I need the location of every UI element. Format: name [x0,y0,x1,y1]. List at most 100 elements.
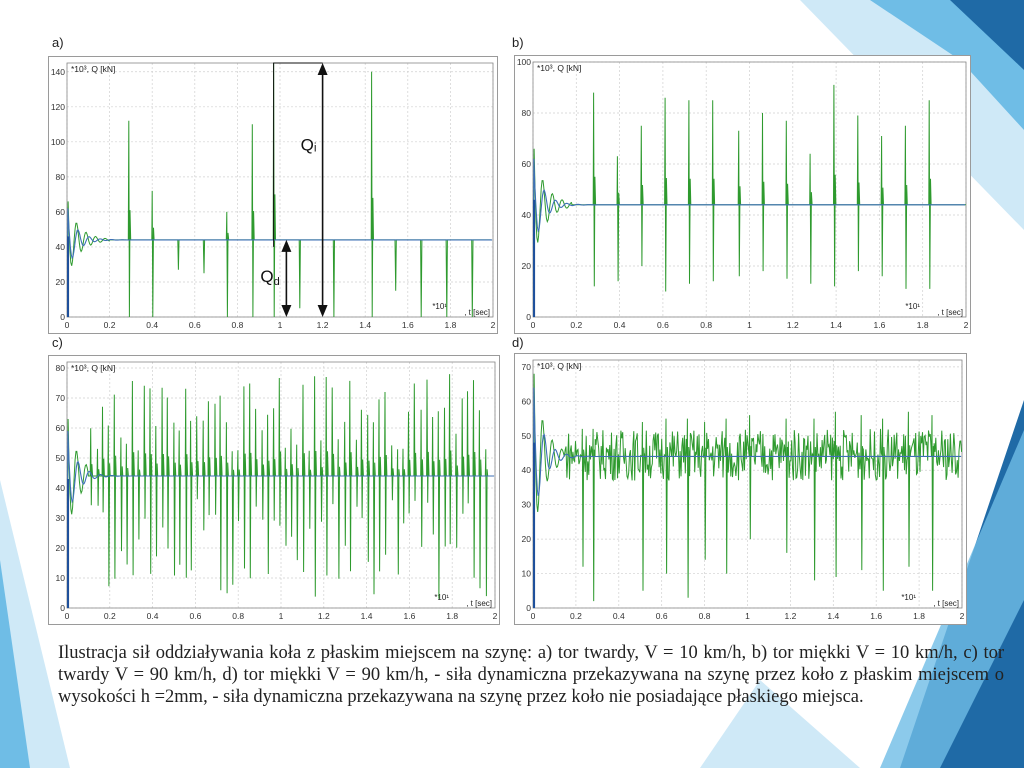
y-tick-label: 70 [522,362,532,372]
chart-c-svg: 0 0.2 0.4 0.6 0.8 1 1.2 1.4 1.6 1.8 20102030405060… [56,361,498,621]
y-tick-label: 10 [522,569,532,579]
x-tick-label: 0.2 [570,611,582,621]
y-tick-label: 0 [526,312,531,322]
y-tick-label: 30 [522,500,532,510]
y-tick-label: 50 [56,453,66,463]
x-axis-multiplier: *10¹ [901,593,916,602]
deco-shape-left-mid [0,560,30,768]
x-tick-label: 0.4 [613,611,625,621]
arrow-head-up-icon [281,239,292,252]
x-tick-label: 0 [531,320,536,330]
x-tick-label: 0.8 [232,611,244,621]
y-axis-label: *10³, Q [kN] [537,361,581,371]
x-tick-label: 0.8 [700,320,712,330]
x-tick-label: 0.6 [657,320,669,330]
y-tick-label: 20 [522,534,532,544]
y-tick-label: 0 [60,603,65,613]
y-axis-label: *10³, Q [kN] [71,64,115,74]
x-tick-label: 1.4 [361,611,373,621]
x-tick-label: 1.4 [830,320,842,330]
deco-shape-bottom-light [700,680,860,768]
y-tick-label: 40 [56,483,66,493]
y-tick-label: 60 [56,207,66,217]
x-tick-label: 1.8 [446,611,458,621]
y-tick-label: 0 [60,312,65,322]
x-tick-label: 1.8 [913,611,925,621]
x-axis-label: , t [sec] [937,308,963,317]
x-tick-label: 1.8 [917,320,929,330]
y-tick-label: 30 [56,513,66,523]
series-normal-wheel-force [67,430,495,608]
y-tick-label: 80 [56,363,66,373]
chart-d: 0 0.2 0.4 0.6 0.8 1 1.2 1.4 1.6 1.8 2 0 10 20 30 40 50 60… [514,353,967,625]
x-tick-label: 0.8 [231,320,243,330]
x-tick-label: 1.2 [787,320,799,330]
x-tick-label: 2 [491,320,496,330]
x-tick-label: 1 [747,320,752,330]
x-tick-label: 0.2 [104,320,116,330]
qi-label: Qᵢ [301,136,317,155]
y-tick-label: 80 [522,108,532,118]
x-tick-label: 1 [278,320,283,330]
chart-b-svg: 0 0.2 0.4 0.6 0.8 1 1.2 1.4 1.6 1.8 2020406080100*… [517,57,969,330]
x-tick-label: 2 [960,611,965,621]
y-tick-label: 10 [56,573,66,583]
y-tick-label: 40 [522,465,532,475]
x-tick-label: 1.6 [403,611,415,621]
qd-label: Qd [260,267,279,288]
y-tick-label: 100 [51,137,65,147]
y-tick-label: 20 [56,277,66,287]
x-tick-label: 0 [65,611,70,621]
plot-frame [66,361,496,609]
y-tick-label: 40 [522,210,532,220]
chart-a: 0 0.2 0.4 0.6 0.8 1 1.2 1.4 1.6 1.8 2 0 20 40 60 80 100 1… [48,56,498,334]
panel-label-a: a) [52,35,64,50]
x-tick-label: 1.4 [359,320,371,330]
chart-c: 0 0.2 0.4 0.6 0.8 1 1.2 1.4 1.6 1.8 2 0 10 20 30 40 50 60… [48,355,500,625]
x-tick-label: 0.2 [570,320,582,330]
x-tick-label: 1.6 [870,611,882,621]
x-tick-label: 1.2 [784,611,796,621]
qi-bracket [273,62,323,247]
arrow-head-down-icon [281,305,292,317]
x-axis-label: , t [sec] [933,599,959,608]
x-tick-label: 1 [279,611,284,621]
x-tick-label: 1.4 [827,611,839,621]
series-normal-wheel-force [67,208,493,317]
x-axis-label: , t [sec] [466,599,492,608]
y-tick-label: 60 [522,396,532,406]
series-flat-wheel-force [533,373,962,608]
x-axis-multiplier: *10¹ [434,593,449,602]
series-normal-wheel-force [533,158,966,317]
chart-a-svg: 0 0.2 0.4 0.6 0.8 1 1.2 1.4 1.6 1.8 20204060801001… [51,62,496,330]
series-flat-wheel-force [67,374,493,608]
y-tick-label: 20 [522,261,532,271]
x-tick-label: 1.6 [402,320,414,330]
panel-label-c: c) [52,335,63,350]
figure-caption: Ilustracja sił oddziaływania koła z płas… [58,643,1004,707]
y-tick-label: 20 [56,543,66,553]
panel-label-b: b) [512,35,524,50]
series-normal-wheel-force [533,387,962,608]
x-tick-label: 0.6 [656,611,668,621]
y-tick-label: 80 [56,172,66,182]
y-tick-label: 120 [51,102,65,112]
y-tick-label: 0 [526,603,531,613]
x-tick-label: 2 [493,611,498,621]
deco-shape-top-right-dark [950,0,1024,70]
y-tick-label: 60 [56,423,66,433]
x-tick-label: 1.2 [317,320,329,330]
x-tick-label: 0.2 [104,611,116,621]
x-tick-label: 1.2 [318,611,330,621]
x-axis-label: , t [sec] [464,308,490,317]
x-tick-label: 0 [531,611,536,621]
x-tick-label: 2 [964,320,969,330]
y-tick-label: 100 [517,57,531,67]
x-tick-label: 1 [745,611,750,621]
x-axis-multiplier: *10¹ [432,302,447,311]
chart-b: 0 0.2 0.4 0.6 0.8 1 1.2 1.4 1.6 1.8 2 0 20 40 60 80 100 *… [514,55,971,334]
x-tick-label: 1.8 [444,320,456,330]
x-tick-label: 0 [65,320,70,330]
x-axis-multiplier: *10¹ [905,302,920,311]
y-tick-label: 50 [522,431,532,441]
